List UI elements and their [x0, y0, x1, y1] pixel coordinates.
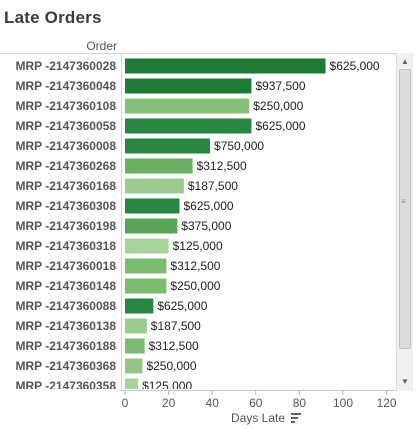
- chart-title: Late Orders: [4, 8, 102, 27]
- row-label[interactable]: MRP -2147360148: [15, 279, 116, 293]
- bar-data-label: $625,000: [255, 119, 305, 133]
- bar-data-label: $250,000: [253, 99, 303, 113]
- row-header-divider: [121, 53, 122, 391]
- bar[interactable]: [125, 78, 252, 94]
- x-tick-label: 100: [333, 396, 353, 410]
- row-header-order[interactable]: Order: [86, 39, 117, 53]
- scroll-up-arrow-icon[interactable]: ▲: [401, 57, 409, 66]
- row-label[interactable]: MRP -2147360268: [15, 159, 116, 173]
- bar[interactable]: [125, 178, 184, 194]
- pane-border: [0, 53, 396, 54]
- bar-data-label: $125,000: [142, 379, 192, 389]
- bar-data-label: $625,000: [184, 199, 234, 213]
- x-axis-title: Days Late: [231, 411, 286, 425]
- vertical-scrollbar[interactable]: ▲ ≡ ▼: [396, 53, 413, 391]
- scroll-down-arrow-icon[interactable]: ▼: [401, 377, 409, 386]
- row-label[interactable]: MRP -2147360138: [15, 319, 116, 333]
- bar[interactable]: [125, 198, 180, 214]
- row-label[interactable]: MRP -2147360308: [15, 199, 116, 213]
- bar-data-label: $187,500: [188, 179, 238, 193]
- bar[interactable]: [125, 98, 250, 114]
- row-label[interactable]: MRP -2147360028: [15, 59, 116, 73]
- row-label[interactable]: MRP -2147360058: [15, 119, 116, 133]
- bar-chart-svg: MRP -2147360028 $625,000 MRP -2147360048 $9…: [15, 58, 380, 390]
- x-tick-label: 120: [377, 396, 396, 410]
- row-label[interactable]: MRP -2147360358: [15, 379, 116, 389]
- bar[interactable]: [125, 58, 326, 74]
- bar[interactable]: [125, 238, 169, 254]
- x-tick-label: 0: [122, 396, 129, 410]
- bar[interactable]: [125, 278, 167, 294]
- bar-data-label: $187,500: [151, 319, 201, 333]
- sort-icon[interactable]: [291, 413, 301, 423]
- row-label[interactable]: MRP -2147360188: [15, 339, 116, 353]
- bar-data-label: $750,000: [214, 139, 264, 153]
- row-label[interactable]: MRP -2147360198: [15, 219, 116, 233]
- chart-pane[interactable]: MRP -2147360028 $625,000 MRP -2147360048 $9…: [0, 55, 396, 389]
- x-tick-label: 80: [293, 396, 307, 410]
- row-label[interactable]: MRP -2147360088: [15, 299, 116, 313]
- bar-data-label: $312,500: [149, 339, 199, 353]
- bar[interactable]: [125, 358, 143, 374]
- bar-data-label: $250,000: [170, 279, 220, 293]
- row-label[interactable]: MRP -2147360108: [15, 99, 116, 113]
- row-label[interactable]: MRP -2147360168: [15, 179, 116, 193]
- bar-data-label: $125,000: [173, 239, 223, 253]
- row-label[interactable]: MRP -2147360368: [15, 359, 116, 373]
- bar-data-label: $312,500: [197, 159, 247, 173]
- row-label[interactable]: MRP -2147360048: [15, 79, 116, 93]
- bar[interactable]: [125, 118, 252, 134]
- x-tick-label: 20: [162, 396, 176, 410]
- bar-data-label: $625,000: [330, 59, 380, 73]
- bar[interactable]: [125, 258, 167, 274]
- x-axis-line: [121, 390, 396, 391]
- scroll-thumb[interactable]: ≡: [399, 69, 411, 349]
- bar[interactable]: [125, 378, 139, 390]
- bar-data-label: $375,000: [181, 219, 231, 233]
- bar[interactable]: [125, 138, 211, 154]
- bar-data-label: $250,000: [146, 359, 196, 373]
- x-tick-label: 60: [249, 396, 263, 410]
- bar-data-label: $625,000: [157, 299, 207, 313]
- bar[interactable]: [125, 218, 178, 234]
- bar[interactable]: [125, 338, 145, 354]
- bar-data-label: $312,500: [170, 259, 220, 273]
- row-label[interactable]: MRP -2147360018: [15, 259, 116, 273]
- x-axis: 0 20 40 60 80 100 120: [122, 391, 396, 410]
- x-tick-label: 40: [206, 396, 220, 410]
- row-label[interactable]: MRP -2147360318: [15, 239, 116, 253]
- bar-data-label: $937,500: [255, 79, 305, 93]
- row-label[interactable]: MRP -2147360008: [15, 139, 116, 153]
- bar[interactable]: [125, 298, 154, 314]
- bar[interactable]: [125, 318, 147, 334]
- scroll-grip-icon: ≡: [401, 197, 406, 206]
- bar[interactable]: [125, 158, 193, 174]
